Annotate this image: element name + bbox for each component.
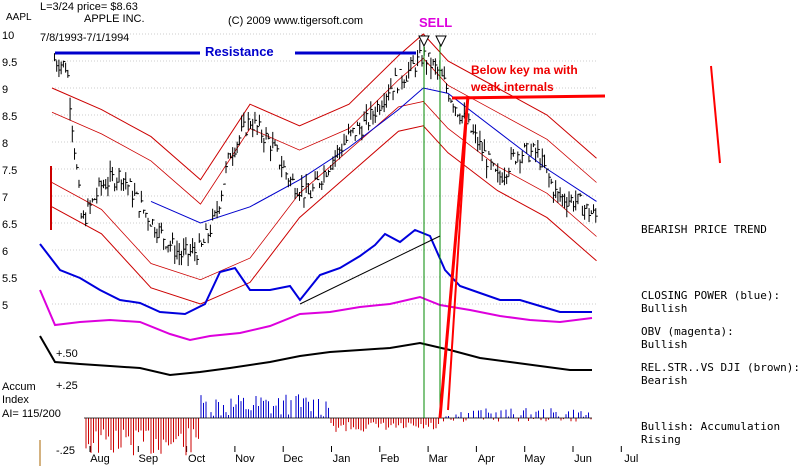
last-price-label: L=3/24 price= $8.63 — [40, 1, 138, 13]
price-bars — [50, 39, 598, 267]
trend-line — [299, 235, 441, 305]
red-pointer-line-2 — [447, 95, 469, 411]
accum-note: Bullish: Accumulation Rising — [641, 420, 781, 446]
y-tick-label: 8.5 — [2, 111, 17, 123]
accum-histogram — [84, 394, 592, 456]
x-axis-ticks: Aug Sep Oct Nov Dec Jan Feb Mar Apr May Jun Jul — [89, 446, 638, 465]
below-ma-label-1: Below key ma with — [471, 63, 578, 77]
x-tick-label: Aug — [90, 453, 110, 465]
copyright-label: (C) 2009 www.tigersoft.com — [228, 15, 364, 27]
ticker-label: AAPL — [6, 12, 32, 23]
accum-tick-label: +.25 — [56, 380, 78, 392]
y-tick-label: 7 — [2, 192, 8, 204]
x-tick-label: May — [524, 453, 545, 465]
x-tick-label: Dec — [283, 453, 303, 465]
x-tick-label: Jul — [624, 453, 638, 465]
ma-line — [150, 87, 597, 224]
relstr-path — [39, 335, 592, 377]
red-underline — [451, 94, 606, 100]
accum-tick-label: -.25 — [56, 445, 75, 457]
y-axis-ticks: 10 9.5 9 8.5 8 7.5 7 6.5 6 5.5 5 +.50 +.25 -.25 — [2, 30, 78, 457]
below-ma-label-2: weak internals — [471, 80, 554, 94]
obv-path — [39, 289, 593, 342]
relstr-value: Bearish — [641, 374, 688, 387]
x-tick-label: Nov — [235, 453, 255, 465]
x-tick-label: Feb — [380, 453, 399, 465]
x-tick-label: Sep — [139, 453, 159, 465]
accum-tick-label: +.50 — [56, 348, 78, 360]
y-tick-label: 10 — [2, 30, 14, 42]
y-tick-label: 9 — [2, 84, 8, 96]
sell-label: SELL — [419, 15, 453, 30]
x-tick-label: Mar — [429, 453, 448, 465]
y-tick-label: 6 — [2, 246, 8, 258]
x-tick-label: Jan — [333, 453, 351, 465]
closing-power-path — [39, 228, 592, 316]
trend-note: BEARISH PRICE TREND — [641, 223, 767, 236]
lower-band-line — [51, 125, 597, 305]
resistance-label: Resistance — [205, 44, 274, 59]
obv-line — [39, 289, 593, 342]
y-tick-label: 9.5 — [2, 57, 17, 69]
key-moving-average — [150, 87, 597, 224]
date-range-label: 7/8/1993-7/1/1994 — [40, 32, 130, 44]
accum-title-2: Index — [2, 394, 29, 406]
x-tick-label: Oct — [188, 453, 205, 465]
red-stray-line — [710, 65, 721, 164]
sell-arrow-2 — [435, 35, 447, 48]
red-pointer-line — [438, 95, 470, 419]
obv-value: Bullish — [641, 338, 688, 351]
y-tick-label: 7.5 — [2, 165, 17, 177]
lower-inner-band-line — [51, 101, 597, 281]
y-tick-label: 6.5 — [2, 219, 17, 231]
accum-title-1: Accum — [2, 381, 36, 393]
closing-power-note: CLOSING POWER (blue): — [641, 289, 781, 302]
x-tick-label: Apr — [478, 453, 495, 465]
closing-power-line — [39, 228, 592, 316]
obv-note: OBV (magenta): — [641, 325, 734, 338]
company-label: APPLE INC. — [84, 13, 145, 25]
closing-power-value: Bullish — [641, 302, 688, 315]
y-tick-label: 8 — [2, 138, 8, 150]
y-tick-label: 5.5 — [2, 273, 17, 285]
upper-band-line — [51, 33, 597, 181]
relstr-note: REL.STR..VS DJI (brown): — [641, 361, 800, 374]
relstr-line — [39, 335, 592, 377]
annotations-layer — [39, 35, 721, 466]
sell-arrow-1 — [418, 35, 430, 48]
y-tick-label: 5 — [2, 300, 8, 312]
accum-ai: AI= 115/200 — [2, 408, 61, 420]
x-tick-label: Jun — [574, 453, 592, 465]
